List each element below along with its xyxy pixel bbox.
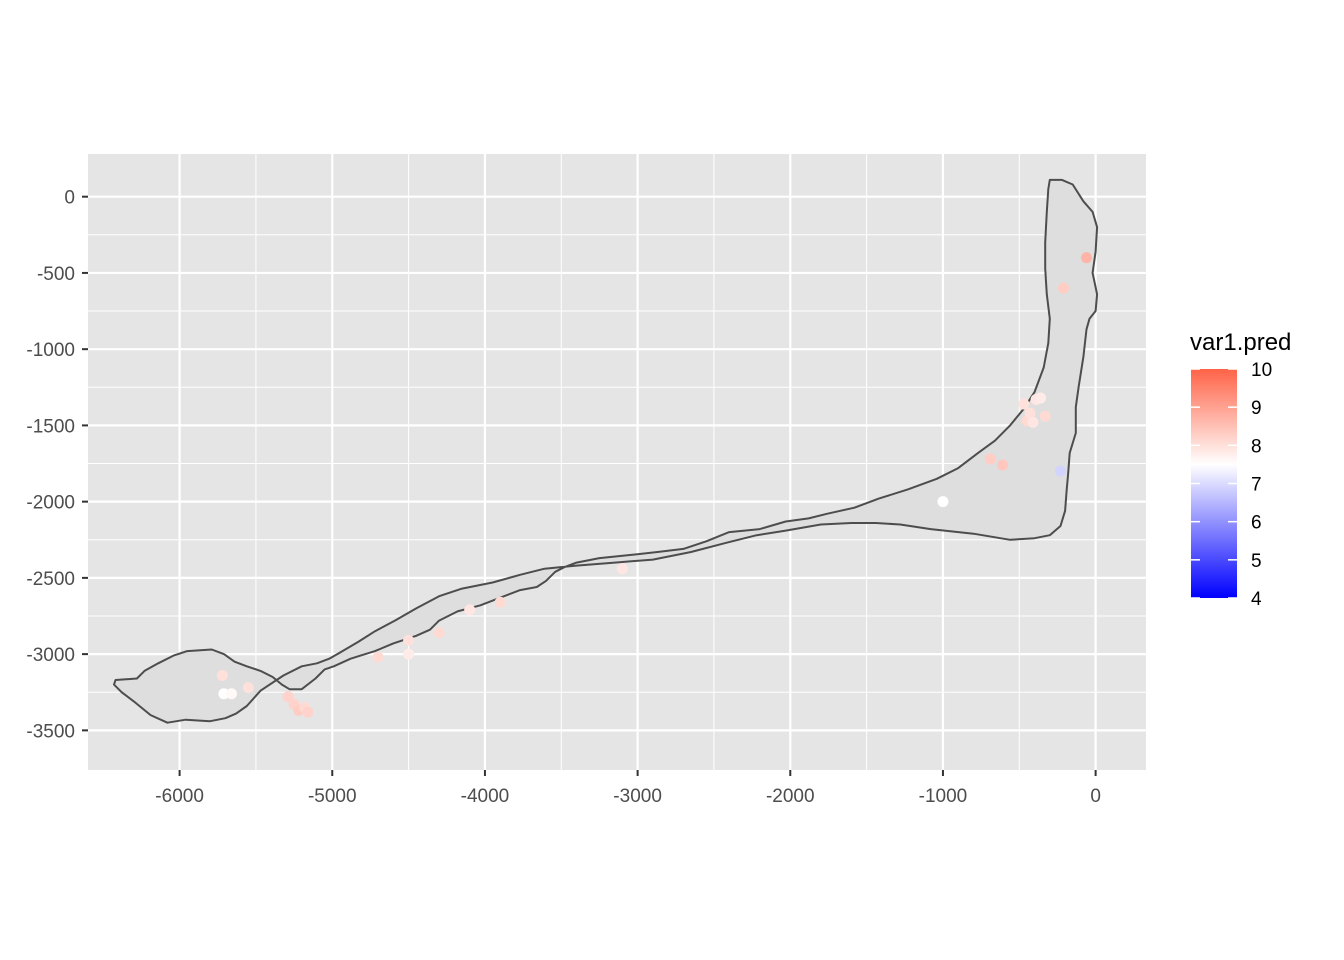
data-point xyxy=(1018,398,1030,410)
data-point xyxy=(464,604,476,616)
y-tick-label: -500 xyxy=(37,264,75,285)
data-point xyxy=(403,634,415,646)
legend-tick-label: 9 xyxy=(1251,398,1262,419)
axes: -6000 -5000 -4000 -3000 -2000 -1000 0 0 -500 -100… xyxy=(26,188,1101,807)
legend-tick-label: 6 xyxy=(1251,513,1262,534)
data-point xyxy=(216,669,228,681)
x-tick-label: -2000 xyxy=(766,786,815,807)
y-tick-label: -3000 xyxy=(26,645,75,666)
data-point xyxy=(242,682,254,694)
study-area-boundary xyxy=(113,178,1099,724)
x-tick-label: -3000 xyxy=(613,786,662,807)
y-tick-label: -3500 xyxy=(26,721,75,742)
x-tick-label: -6000 xyxy=(155,786,204,807)
y-tick-label: -1500 xyxy=(26,416,75,437)
legend-tick-label: 8 xyxy=(1251,436,1262,457)
x-tick-label: -5000 xyxy=(308,786,357,807)
data-point xyxy=(282,691,294,703)
x-tick-label: 0 xyxy=(1090,786,1101,807)
legend-tick-label: 5 xyxy=(1251,551,1262,572)
data-point xyxy=(1024,407,1036,419)
x-tick-label: -4000 xyxy=(461,786,510,807)
data-point xyxy=(1027,416,1039,428)
legend: var1.pred 10 9 8 7 6 5 4 xyxy=(1190,329,1291,610)
points-layer xyxy=(216,252,1092,718)
x-tick-label: -1000 xyxy=(919,786,968,807)
y-tick-label: -1000 xyxy=(26,340,75,361)
data-point xyxy=(996,459,1008,471)
legend-tick-label: 10 xyxy=(1251,360,1272,381)
data-point xyxy=(372,651,384,663)
y-tick-label: -2500 xyxy=(26,569,75,590)
data-point xyxy=(1055,465,1067,477)
data-point xyxy=(1080,252,1092,264)
data-point xyxy=(1035,392,1047,404)
data-point xyxy=(616,563,628,575)
data-point xyxy=(218,688,230,700)
data-point xyxy=(226,688,238,700)
legend-tick-label: 7 xyxy=(1251,475,1262,496)
boundary-layer xyxy=(113,178,1099,724)
data-point xyxy=(433,627,445,639)
y-tick-label: -2000 xyxy=(26,493,75,514)
grid-lines xyxy=(88,154,1146,770)
data-point xyxy=(494,596,506,608)
data-point xyxy=(984,453,996,465)
legend-tick-label: 4 xyxy=(1251,589,1262,610)
data-point xyxy=(403,648,415,660)
y-tick-label: 0 xyxy=(64,188,75,209)
data-point xyxy=(1039,410,1051,422)
data-point xyxy=(937,496,949,508)
data-point xyxy=(302,706,314,718)
legend-title: var1.pred xyxy=(1190,329,1291,356)
legend-ticks: 10 9 8 7 6 5 4 xyxy=(1191,360,1272,610)
data-point xyxy=(1058,282,1070,294)
